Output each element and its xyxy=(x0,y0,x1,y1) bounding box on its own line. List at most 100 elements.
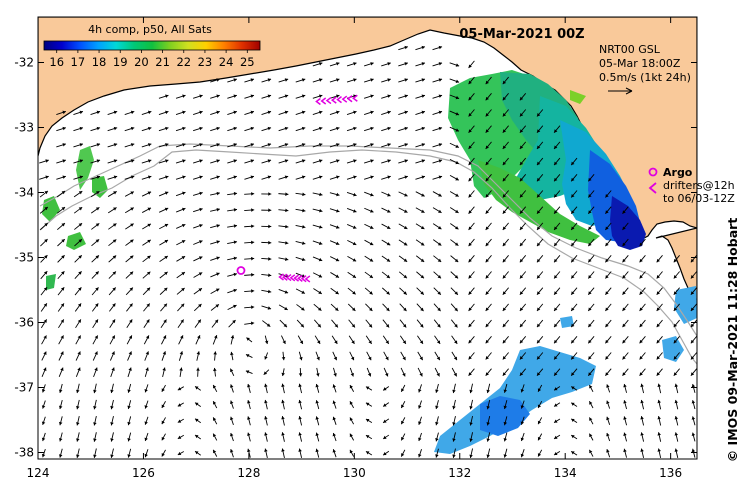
current-vector-head xyxy=(332,384,336,388)
current-vector-head xyxy=(468,242,472,247)
current-vector-head xyxy=(78,191,83,195)
current-vector-head xyxy=(232,320,236,324)
drifter-marker xyxy=(330,96,337,104)
current-vector-head xyxy=(571,194,575,198)
current-vector-head xyxy=(267,175,272,179)
current-vector-head xyxy=(571,451,575,455)
current-vector-head xyxy=(95,239,100,243)
current-vector-head xyxy=(147,175,152,179)
current-vector-head xyxy=(284,94,289,98)
current-vector-head xyxy=(588,210,592,214)
current-vector-head xyxy=(250,78,254,82)
current-vector-head xyxy=(163,303,167,308)
current-vector-head xyxy=(436,372,440,377)
current-vector-head xyxy=(657,416,661,420)
current-vector-head xyxy=(181,272,185,276)
current-vector-head xyxy=(438,45,443,50)
current-vector-head xyxy=(589,385,593,389)
current-vector-head xyxy=(554,242,558,247)
drifter-marker xyxy=(325,96,332,105)
current-vector-head xyxy=(41,437,46,442)
current-vector-head xyxy=(315,432,319,436)
current-vector-head xyxy=(302,192,306,197)
argo-label: Argo xyxy=(663,166,693,179)
current-vector-head xyxy=(536,210,541,214)
current-vector-head xyxy=(233,143,237,147)
current-vector-head xyxy=(370,159,374,163)
argo-float-marker xyxy=(236,266,246,275)
current-vector-head xyxy=(317,340,321,344)
current-vector-head xyxy=(418,389,422,393)
current-vector-head xyxy=(145,367,149,371)
current-vector-head xyxy=(554,356,558,360)
current-vector-head xyxy=(387,209,391,213)
current-vector-head xyxy=(571,177,575,182)
current-vector-head xyxy=(284,306,288,310)
current-vector-head xyxy=(110,389,114,394)
current-vector-head xyxy=(437,307,441,312)
current-vector-head xyxy=(95,287,99,291)
current-vector-head xyxy=(216,159,220,163)
y-tick-label: -38 xyxy=(14,446,34,460)
current-vector-head xyxy=(455,128,459,132)
drifter-marker xyxy=(297,274,303,282)
argo-floats xyxy=(236,266,246,275)
current-vector-head xyxy=(199,110,203,115)
current-vector-head xyxy=(129,271,134,275)
current-vector-head xyxy=(690,356,695,360)
current-vector-head xyxy=(502,194,507,198)
current-vector-head xyxy=(485,258,489,263)
current-vector-head xyxy=(639,372,643,376)
current-vector-head xyxy=(640,416,644,420)
current-vector-head xyxy=(113,175,118,179)
current-vector-head xyxy=(130,207,134,211)
current-vector-head xyxy=(403,225,408,229)
current-vector-head xyxy=(404,126,408,131)
current-vector-head xyxy=(383,403,387,407)
current-vector-head xyxy=(302,208,306,213)
current-vector-head xyxy=(113,191,117,195)
current-vector-head xyxy=(199,240,203,244)
current-vector-head xyxy=(639,291,643,295)
current-vector-head xyxy=(233,256,237,261)
colorbar-ticks: 16 17 18 19 20 21 22 23 24 25 xyxy=(49,50,255,69)
current-vector-head xyxy=(656,372,660,376)
current-vector-head xyxy=(264,432,268,436)
scale-arrowhead-icon xyxy=(625,87,633,95)
current-vector-head xyxy=(536,258,541,263)
current-vector-head xyxy=(93,454,97,458)
current-vector-head xyxy=(690,372,695,376)
current-vector-head xyxy=(605,307,609,311)
current-vector-head xyxy=(77,303,82,307)
y-axis: -32 -33 -34 -35 -36 -37 -38 xyxy=(14,56,697,460)
current-vector-head xyxy=(301,159,306,163)
current-vector-head xyxy=(78,255,82,259)
current-vector-head xyxy=(485,145,489,149)
current-vector-head xyxy=(455,226,459,230)
current-vector-head xyxy=(285,257,289,261)
current-vector-head xyxy=(383,419,387,423)
current-vector-head xyxy=(622,339,626,344)
current-vector-head xyxy=(111,351,115,355)
current-vector-head xyxy=(455,144,459,148)
current-vector-head xyxy=(605,226,609,230)
drifter-marker xyxy=(289,274,296,282)
current-vector-head xyxy=(268,257,272,261)
current-vector-head xyxy=(199,126,203,131)
current-vector-head xyxy=(77,319,81,323)
current-vector-head xyxy=(403,242,408,246)
current-vector-head xyxy=(468,275,472,279)
current-vector-head xyxy=(199,159,203,163)
current-vector-head xyxy=(519,242,524,247)
current-vector-head xyxy=(317,307,322,311)
current-vector-head xyxy=(469,406,473,410)
current-vector-head xyxy=(62,159,66,163)
current-vector-head xyxy=(233,304,237,309)
current-vector-head xyxy=(318,274,323,278)
current-vector-head xyxy=(571,339,575,344)
current-vector-head xyxy=(333,356,338,361)
current-vector-head xyxy=(691,416,696,420)
current-vector-head xyxy=(486,405,490,410)
current-vector-head xyxy=(301,241,306,245)
current-vector-head xyxy=(438,62,443,66)
